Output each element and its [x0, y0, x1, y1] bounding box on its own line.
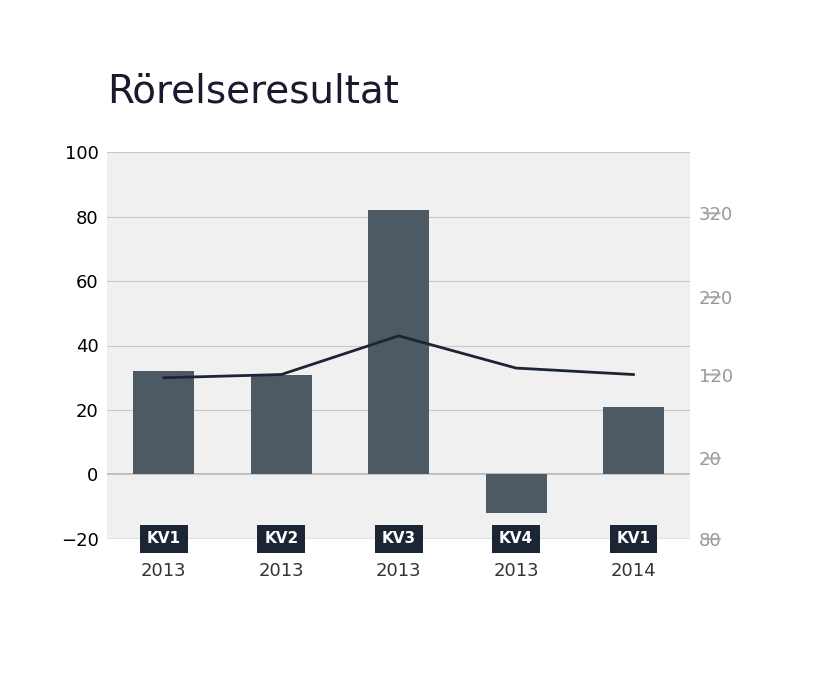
Text: 2013: 2013 [493, 562, 539, 580]
Text: KV4: KV4 [499, 531, 533, 547]
Bar [368, 210, 429, 475]
Text: KV3: KV3 [381, 531, 416, 547]
Text: 2014: 2014 [611, 562, 656, 580]
Text: 2013: 2013 [376, 562, 422, 580]
Text: KV1: KV1 [616, 531, 650, 547]
Text: Rörelseresultat: Rörelseresultat [107, 73, 399, 111]
Bar [251, 375, 312, 475]
Text: KV2: KV2 [264, 531, 298, 547]
Bar [603, 407, 664, 475]
Bar [486, 475, 547, 513]
Bar [133, 371, 195, 475]
Text: 2013: 2013 [141, 562, 187, 580]
Text: 2013: 2013 [258, 562, 304, 580]
Text: KV1: KV1 [147, 531, 181, 547]
